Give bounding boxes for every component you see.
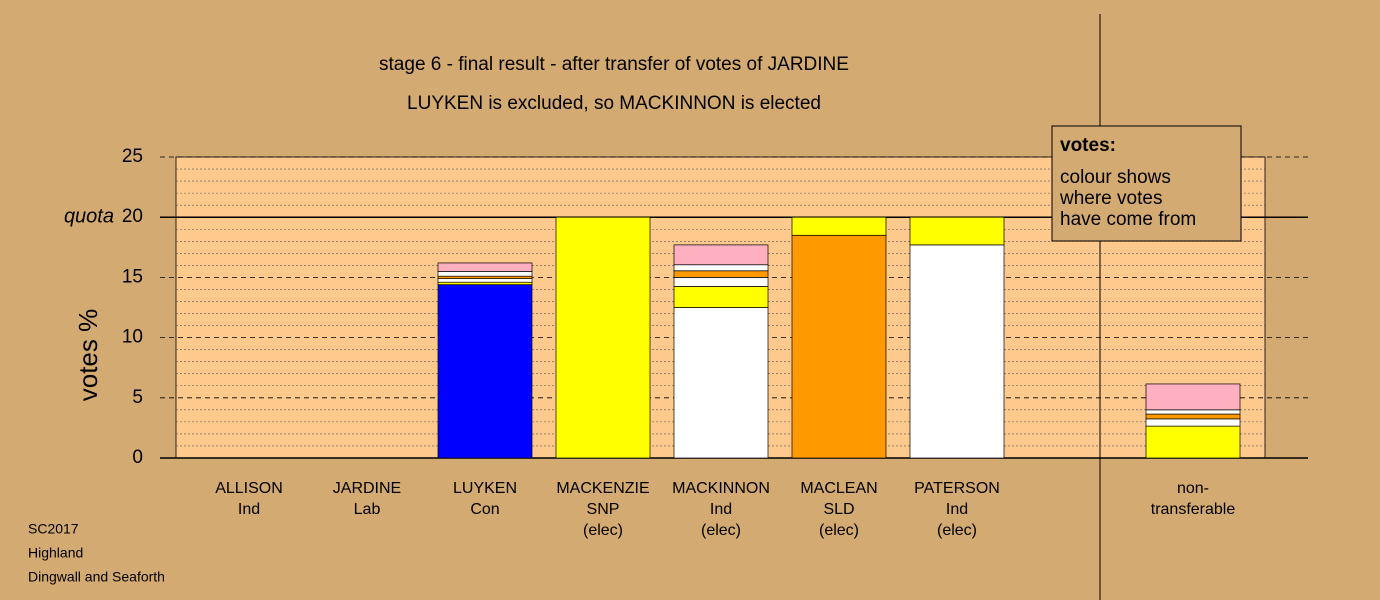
x-tick-label: non- [1177, 480, 1209, 497]
bar-segment [437, 284, 533, 459]
y-tick-label: 20 [122, 206, 143, 227]
bar-segment [437, 262, 533, 272]
footer-text: Highland [28, 545, 83, 561]
legend-text: have come from [1060, 209, 1196, 230]
x-tick-label: MACKENZIE [556, 480, 649, 497]
legend-box [1051, 125, 1242, 242]
footer-text: Dingwall and Seaforth [28, 569, 165, 585]
x-tick-label: MACKINNON [672, 480, 770, 497]
x-tick-label: JARDINE [333, 480, 401, 497]
legend-text: where votes [1059, 188, 1162, 209]
bar-segment [673, 270, 769, 278]
quota-label: quota [64, 205, 114, 227]
bar-segment [909, 244, 1005, 459]
bar-segment [437, 278, 533, 283]
legend-text: colour shows [1060, 167, 1171, 188]
x-tick-label: Con [470, 501, 499, 518]
bar-segment [791, 234, 887, 459]
bar-segment [555, 216, 651, 459]
x-tick-label: transferable [1151, 501, 1236, 518]
x-tick-label: Ind [710, 501, 732, 518]
x-tick-label: MACLEAN [800, 480, 877, 497]
bar-segment [437, 275, 533, 279]
x-tick-label: (elec) [583, 522, 623, 539]
x-tick-label: Ind [238, 501, 260, 518]
legend-title: votes: [1060, 135, 1116, 156]
bar-segment [1145, 425, 1241, 459]
bar-segment [673, 244, 769, 266]
bar-segment [1145, 383, 1241, 411]
bar-segment [1145, 418, 1241, 427]
x-tick-label: Lab [354, 501, 381, 518]
x-tick-label: (elec) [819, 522, 859, 539]
x-tick-label: PATERSON [914, 480, 1000, 497]
x-tick-label: (elec) [701, 522, 741, 539]
bar-segment [673, 307, 769, 459]
y-tick-label: 0 [132, 447, 143, 468]
y-tick-label: 5 [132, 387, 143, 408]
bar-segment [909, 216, 1005, 246]
bar-segment [673, 264, 769, 272]
y-tick-label: 25 [122, 146, 143, 167]
y-axis-label: votes % [73, 309, 103, 402]
bar-segment [673, 277, 769, 287]
y-tick-label: 15 [122, 266, 143, 287]
x-tick-label: SNP [587, 501, 620, 518]
chart-title: stage 6 - final result - after transfer … [379, 54, 849, 75]
footer-text: SC2017 [28, 521, 79, 537]
x-tick-label: ALLISON [215, 480, 283, 497]
x-tick-label: LUYKEN [453, 480, 517, 497]
bar-segment [437, 281, 533, 285]
bar-segment [673, 286, 769, 308]
x-tick-label: SLD [823, 501, 854, 518]
bar-segment [1145, 413, 1241, 420]
y-tick-label: 10 [122, 327, 143, 348]
x-tick-label: Ind [946, 501, 968, 518]
x-tick-label: (elec) [937, 522, 977, 539]
bar-segment [1145, 409, 1241, 415]
chart-subtitle: LUYKEN is excluded, so MACKINNON is elec… [407, 93, 821, 114]
bar-segment [791, 216, 887, 236]
bar-segment [437, 271, 533, 277]
